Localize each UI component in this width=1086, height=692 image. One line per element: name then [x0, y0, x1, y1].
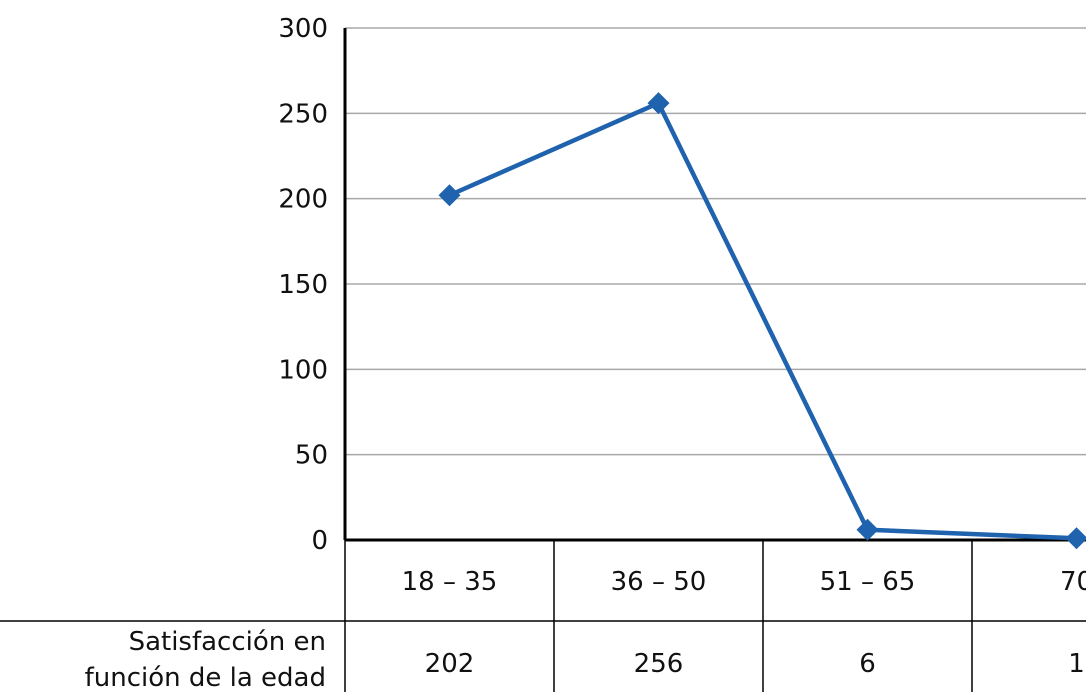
category-label: 18 – 35	[402, 567, 498, 597]
axes	[343, 28, 1086, 542]
y-tick-label-100: 100	[278, 355, 328, 385]
table-value: 1	[1068, 649, 1085, 679]
series-name-line-2: función de la edad	[85, 663, 326, 692]
series-name-line-1: Satisfacción en	[129, 627, 326, 657]
category-label: 36 – 50	[611, 567, 707, 597]
category-label: 51 – 65	[820, 567, 916, 597]
y-tick-label-0: 0	[311, 526, 328, 556]
series-line	[447, 100, 1079, 541]
table-value: 202	[425, 649, 475, 679]
data-point-marker	[856, 518, 879, 541]
data-table-text: 18 – 35 36 – 50 51 – 65 70 202 256 6 1 Satisfacc…	[85, 567, 1086, 692]
series-group	[438, 92, 1086, 550]
table-value: 6	[859, 649, 876, 679]
table-value: 256	[634, 649, 684, 679]
category-label: 70	[1060, 567, 1086, 597]
y-tick-label-200: 200	[278, 185, 328, 215]
y-axis-tick-labels: 0 50 100 150 200 250 300	[278, 14, 328, 556]
y-tick-label-50: 50	[295, 441, 328, 471]
gridlines	[345, 27, 1086, 456]
y-tick-label-250: 250	[278, 99, 328, 129]
data-point-marker	[1065, 527, 1086, 550]
data-point-marker	[438, 184, 461, 207]
data-point-marker	[647, 92, 670, 115]
y-tick-label-150: 150	[278, 270, 328, 300]
data-table-grid	[0, 540, 1086, 692]
y-tick-label-300: 300	[278, 14, 328, 44]
